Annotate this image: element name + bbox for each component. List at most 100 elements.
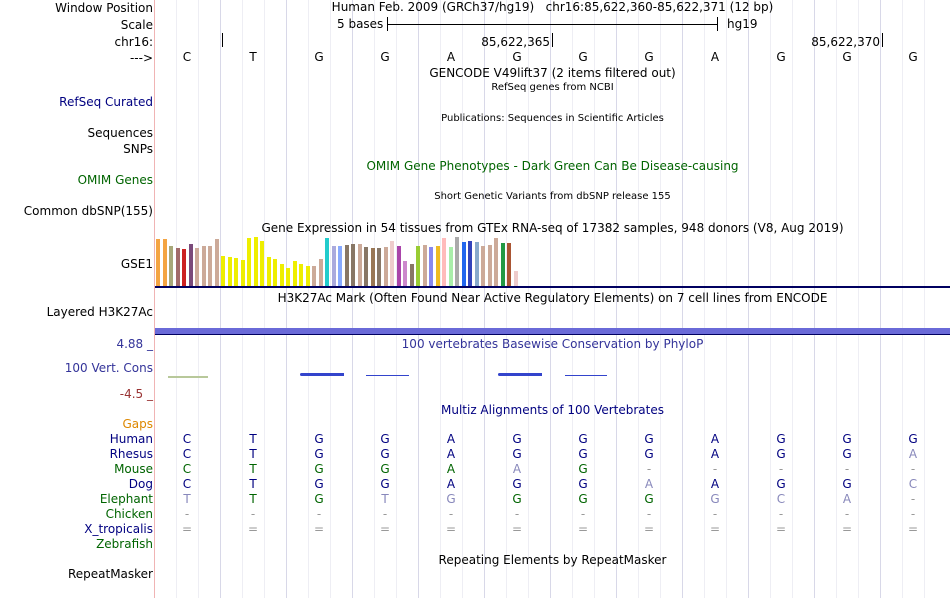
grid-line [506, 0, 507, 598]
multiz-track-title[interactable]: Multiz Alignments of 100 Vertebrates [440, 403, 665, 417]
gtex-tissue-bar[interactable] [357, 244, 362, 286]
gtex-tissue-bar[interactable] [312, 266, 316, 286]
gtex-tissue-bar[interactable] [338, 246, 342, 286]
gtex-tissue-bar[interactable] [162, 239, 167, 286]
species-label[interactable]: Chicken [105, 507, 153, 521]
species-label[interactable]: Dog [128, 477, 153, 491]
gtex-tissue-bar[interactable] [409, 264, 414, 286]
gtex-tissue-bar[interactable] [273, 259, 277, 286]
gtex-tissue-bar[interactable] [377, 248, 381, 286]
label-sequences[interactable]: Sequences [87, 126, 153, 140]
gtex-tissue-bar[interactable] [266, 257, 271, 286]
gtex-tissue-bar[interactable] [474, 242, 479, 286]
gtex-tissue-bar[interactable] [299, 264, 303, 286]
gtex-tissue-bar[interactable] [481, 246, 485, 286]
publications-track-title[interactable]: Publications: Sequences in Scientific Ar… [441, 113, 664, 124]
species-label[interactable]: Human [109, 432, 153, 446]
gtex-tissue-bar[interactable] [396, 246, 401, 286]
gtex-tissue-bar[interactable] [448, 247, 453, 286]
coord-label-1: 85,622,365 [481, 35, 550, 49]
gtex-tissue-bar[interactable] [422, 245, 427, 286]
gtex-tissue-bar[interactable] [494, 238, 498, 286]
aligned-base: C [776, 492, 786, 506]
gtex-tissue-bar[interactable] [325, 238, 329, 286]
gtex-tissue-bar[interactable] [234, 258, 238, 286]
gtex-tissue-bar[interactable] [208, 246, 212, 286]
refseq-track-title[interactable]: RefSeq genes from NCBI [491, 82, 614, 93]
grid-line [902, 0, 903, 598]
gtex-tissue-bar[interactable] [201, 246, 206, 286]
gtex-tissue-bar[interactable] [344, 245, 349, 286]
gtex-tissue-bar[interactable] [468, 241, 472, 286]
species-label[interactable]: X_tropicalis [84, 522, 153, 536]
gtex-tissue-bar[interactable] [279, 264, 284, 286]
phylop-track-title[interactable]: 100 vertebrates Basewise Conservation by… [401, 337, 704, 351]
species-label[interactable]: Mouse [114, 462, 153, 476]
label-scale: Scale [120, 18, 153, 32]
gtex-tissue-bar[interactable] [383, 247, 388, 286]
gtex-tissue-bar[interactable] [429, 247, 433, 286]
gtex-tissue-bar[interactable] [286, 268, 290, 286]
gtex-tissue-bar[interactable] [318, 259, 323, 286]
label-h3k27ac[interactable]: Layered H3K27Ac [46, 305, 153, 319]
gtex-tissue-bar[interactable] [188, 244, 193, 286]
gtex-tissue-bar[interactable] [500, 243, 505, 286]
gtex-tissue-bar[interactable] [455, 237, 459, 286]
label-phylop[interactable]: 100 Vert. Cons [64, 361, 153, 375]
aligned-base: = [709, 522, 721, 536]
gtex-tissue-bar[interactable] [364, 247, 368, 286]
label-separator [154, 0, 155, 598]
label-snps[interactable]: SNPs [123, 142, 153, 156]
gtex-tissue-bar[interactable] [260, 241, 264, 286]
gtex-tissue-bar[interactable] [331, 246, 336, 286]
label-gaps[interactable]: Gaps [122, 417, 153, 431]
grid-line [484, 0, 485, 598]
h3k27ac-track-title[interactable]: H3K27Ac Mark (Often Found Near Active Re… [277, 291, 828, 305]
label-omim[interactable]: OMIM Genes [77, 173, 153, 187]
dbsnp-track-title[interactable]: Short Genetic Variants from dbSNP releas… [434, 191, 671, 202]
repeatmasker-track-title[interactable]: Repeating Elements by RepeatMasker [438, 553, 667, 567]
gtex-tissue-bar[interactable] [370, 248, 375, 286]
gtex-tissue-bar[interactable] [240, 260, 245, 286]
gtex-tissue-bar[interactable] [247, 238, 251, 286]
gtex-bar-chart[interactable] [155, 237, 950, 286]
gtex-tissue-bar[interactable] [442, 238, 446, 286]
species-label[interactable]: Rhesus [109, 447, 153, 461]
species-label[interactable]: Elephant [99, 492, 153, 506]
label-refseq[interactable]: RefSeq Curated [59, 95, 153, 109]
aligned-base: - [646, 507, 652, 521]
gtex-tissue-bar[interactable] [487, 245, 492, 286]
grid-line [264, 0, 265, 598]
gtex-tissue-bar[interactable] [513, 271, 518, 286]
label-window-position: Window Position [55, 1, 153, 15]
gtex-tissue-bar[interactable] [253, 237, 258, 286]
omim-track-title[interactable]: OMIM Gene Phenotypes - Dark Green Can Be… [366, 159, 739, 173]
gtex-tissue-bar[interactable] [461, 242, 466, 286]
gtex-tissue-bar[interactable] [390, 241, 394, 286]
label-dbsnp[interactable]: Common dbSNP(155) [23, 204, 153, 218]
gtex-tissue-bar[interactable] [292, 261, 297, 286]
gtex-tissue-bar[interactable] [227, 257, 232, 286]
gtex-tissue-bar[interactable] [435, 246, 440, 286]
aligned-base: G [644, 492, 654, 506]
gtex-tissue-bar[interactable] [305, 266, 310, 286]
gtex-tissue-bar[interactable] [351, 244, 355, 286]
gtex-tissue-bar[interactable] [175, 248, 180, 286]
gtex-track-title[interactable]: Gene Expression in 54 tissues from GTEx … [261, 221, 844, 235]
base-letter: A [710, 50, 720, 64]
gtex-tissue-bar[interactable] [403, 261, 407, 286]
gtex-tissue-bar[interactable] [507, 243, 511, 286]
gtex-tissue-bar[interactable] [169, 246, 173, 286]
label-gse1[interactable]: GSE1 [120, 257, 153, 271]
label-repeatmasker[interactable]: RepeatMasker [67, 567, 153, 581]
aligned-base: G [842, 477, 852, 491]
gtex-tissue-bar[interactable] [416, 246, 420, 286]
gtex-tissue-bar[interactable] [156, 239, 160, 286]
gtex-tissue-bar[interactable] [182, 249, 186, 286]
gtex-tissue-bar[interactable] [195, 248, 199, 286]
gtex-tissue-bar[interactable] [214, 239, 219, 286]
gtex-tissue-bar[interactable] [221, 256, 225, 286]
gencode-track-title[interactable]: GENCODE V49lift37 (2 items filtered out) [429, 66, 676, 80]
species-label[interactable]: Zebrafish [96, 537, 153, 551]
